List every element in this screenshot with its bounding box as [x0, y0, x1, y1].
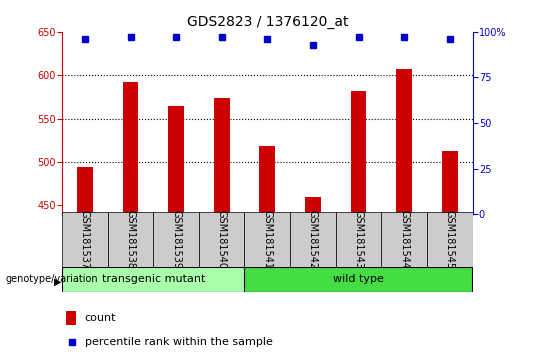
Text: GSM181545: GSM181545 — [445, 210, 455, 269]
Bar — [199, 212, 245, 267]
Text: GSM181544: GSM181544 — [399, 210, 409, 269]
Bar — [168, 105, 184, 214]
Text: genotype/variation: genotype/variation — [5, 274, 98, 284]
Bar — [62, 212, 107, 267]
Bar — [214, 98, 230, 214]
Text: transgenic mutant: transgenic mutant — [102, 274, 205, 284]
Bar — [62, 267, 245, 292]
Bar — [336, 212, 381, 267]
Text: GSM181543: GSM181543 — [354, 210, 363, 269]
Bar — [153, 212, 199, 267]
Bar — [427, 212, 472, 267]
Bar — [107, 212, 153, 267]
Text: GSM181538: GSM181538 — [125, 210, 136, 269]
Text: count: count — [85, 313, 116, 323]
Bar — [123, 82, 138, 214]
Bar — [381, 212, 427, 267]
Bar — [259, 147, 275, 214]
Bar — [442, 151, 458, 214]
Text: GSM181537: GSM181537 — [80, 210, 90, 269]
Text: percentile rank within the sample: percentile rank within the sample — [85, 337, 273, 347]
Text: wild type: wild type — [333, 274, 384, 284]
Bar — [350, 91, 367, 214]
Bar — [290, 212, 336, 267]
Bar — [305, 197, 321, 214]
Text: GSM181539: GSM181539 — [171, 210, 181, 269]
Bar — [77, 167, 93, 214]
Text: GSM181542: GSM181542 — [308, 210, 318, 269]
Title: GDS2823 / 1376120_at: GDS2823 / 1376120_at — [186, 16, 348, 29]
Bar — [245, 267, 472, 292]
Bar — [245, 212, 290, 267]
Bar — [396, 69, 412, 214]
Text: GSM181540: GSM181540 — [217, 210, 227, 269]
Text: GSM181541: GSM181541 — [262, 210, 272, 269]
Bar — [66, 312, 77, 325]
Text: ▶: ▶ — [53, 276, 61, 286]
